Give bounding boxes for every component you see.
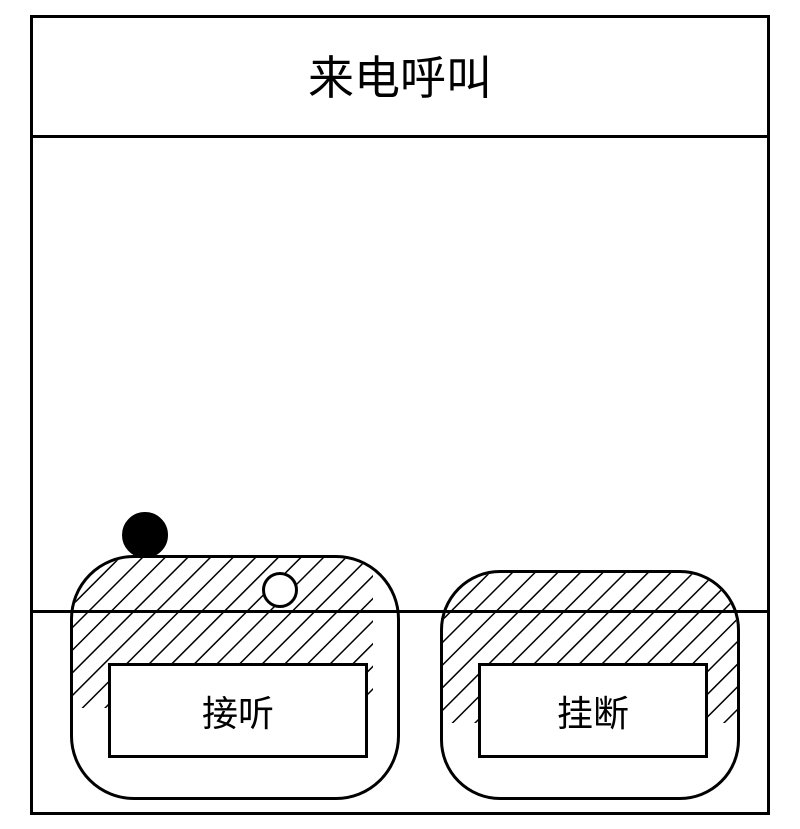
- header-divider: [30, 135, 770, 138]
- hangup-button[interactable]: 挂断: [440, 570, 740, 800]
- answer-button-label: 接听: [202, 685, 274, 737]
- incoming-call-title: 来电呼叫: [30, 42, 770, 108]
- hangup-button-label-box: 挂断: [478, 663, 708, 758]
- touch-point-white-icon: [262, 572, 298, 608]
- touch-point-black-icon: [122, 512, 168, 558]
- answer-button-label-box: 接听: [108, 663, 368, 758]
- hangup-button-label: 挂断: [557, 685, 629, 737]
- answer-button[interactable]: 接听: [70, 555, 400, 800]
